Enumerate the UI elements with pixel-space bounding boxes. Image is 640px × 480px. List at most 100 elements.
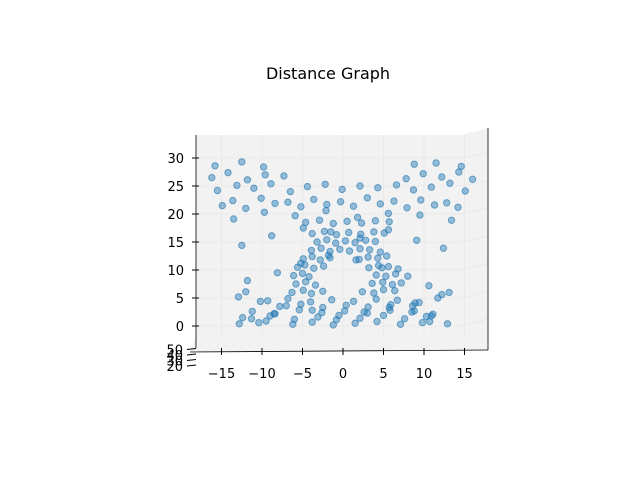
data-point bbox=[396, 320, 405, 328]
data-point bbox=[373, 317, 381, 326]
data-point bbox=[319, 262, 328, 270]
data-point bbox=[364, 253, 372, 261]
y-tick-mark bbox=[186, 364, 197, 367]
data-point bbox=[360, 308, 368, 316]
data-point bbox=[343, 217, 351, 226]
data-point bbox=[384, 226, 393, 234]
z-grid-line-side bbox=[461, 235, 489, 243]
data-point bbox=[264, 297, 272, 305]
data-point bbox=[290, 315, 299, 323]
data-point bbox=[299, 224, 307, 232]
z-tick-label: 25 bbox=[167, 180, 184, 195]
z-tick-label: 15 bbox=[167, 236, 184, 251]
data-point bbox=[372, 295, 380, 303]
y-tick-label: 40 bbox=[166, 349, 183, 364]
data-point bbox=[305, 273, 313, 281]
data-point bbox=[356, 314, 364, 322]
data-point bbox=[394, 265, 402, 273]
data-point bbox=[235, 320, 244, 328]
data-point bbox=[297, 203, 305, 211]
data-point bbox=[457, 162, 465, 171]
data-point bbox=[379, 285, 388, 294]
data-point bbox=[366, 246, 374, 254]
data-point bbox=[256, 297, 265, 306]
z-grid-line-side bbox=[461, 263, 489, 271]
data-point bbox=[310, 264, 318, 272]
data-point bbox=[326, 247, 334, 256]
data-point bbox=[382, 272, 390, 280]
data-point bbox=[427, 183, 435, 191]
data-point bbox=[257, 194, 265, 203]
data-point bbox=[358, 288, 367, 296]
data-point bbox=[374, 184, 382, 192]
data-point bbox=[329, 219, 337, 228]
data-point bbox=[370, 228, 378, 236]
data-point bbox=[268, 232, 276, 240]
x-tick-label: −15 bbox=[208, 367, 235, 382]
data-point bbox=[291, 212, 299, 220]
data-point bbox=[329, 321, 337, 329]
data-point bbox=[410, 160, 418, 168]
data-point bbox=[439, 244, 448, 252]
data-point bbox=[238, 313, 247, 322]
data-point bbox=[302, 278, 310, 286]
y-tick-mark bbox=[186, 348, 197, 350]
data-point bbox=[390, 197, 398, 205]
data-point bbox=[213, 186, 222, 195]
data-point bbox=[250, 184, 258, 192]
data-point bbox=[419, 170, 427, 178]
x-tick-label: 0 bbox=[339, 367, 347, 382]
data-point bbox=[336, 198, 345, 206]
data-point bbox=[425, 282, 433, 290]
data-point bbox=[356, 245, 364, 253]
data-point bbox=[297, 259, 305, 267]
data-point bbox=[328, 296, 336, 304]
data-point bbox=[230, 215, 238, 223]
z-grid-line-side bbox=[461, 180, 489, 187]
data-point bbox=[321, 180, 329, 189]
data-point bbox=[313, 238, 321, 246]
data-point bbox=[332, 239, 340, 247]
data-point bbox=[404, 272, 412, 280]
data-point bbox=[255, 318, 263, 327]
data-point bbox=[417, 196, 425, 204]
data-point bbox=[308, 229, 316, 238]
data-point bbox=[284, 294, 292, 303]
floor-pane bbox=[190, 335, 488, 352]
data-point bbox=[418, 318, 427, 327]
data-point bbox=[242, 204, 250, 213]
data-point bbox=[284, 198, 292, 206]
data-point bbox=[385, 218, 393, 226]
data-point bbox=[383, 252, 391, 260]
z-tick-label: 5 bbox=[176, 292, 184, 307]
data-point bbox=[306, 298, 315, 306]
data-point bbox=[365, 264, 373, 272]
data-point bbox=[364, 303, 372, 311]
data-point bbox=[292, 280, 300, 288]
data-point bbox=[276, 302, 284, 311]
data-point bbox=[363, 194, 371, 202]
data-point bbox=[352, 256, 360, 264]
data-point bbox=[319, 287, 327, 295]
data-point bbox=[303, 182, 312, 191]
data-point bbox=[342, 301, 350, 309]
data-point bbox=[426, 317, 434, 326]
data-point bbox=[402, 175, 410, 183]
data-point bbox=[468, 175, 477, 184]
data-point bbox=[438, 290, 446, 299]
x-tick-label: −5 bbox=[293, 367, 312, 382]
data-point bbox=[286, 187, 295, 196]
data-point bbox=[341, 237, 350, 245]
data-point bbox=[218, 201, 227, 210]
data-point bbox=[371, 237, 380, 246]
data-point bbox=[416, 211, 424, 219]
data-point bbox=[445, 288, 453, 297]
x-tick-label: −10 bbox=[248, 367, 275, 382]
data-point bbox=[311, 281, 320, 289]
data-point bbox=[297, 300, 305, 308]
y-tick-mark bbox=[186, 359, 197, 361]
data-point bbox=[307, 246, 316, 255]
data-point bbox=[349, 202, 358, 210]
z-tick-label: 10 bbox=[167, 264, 184, 279]
data-point bbox=[338, 185, 346, 194]
